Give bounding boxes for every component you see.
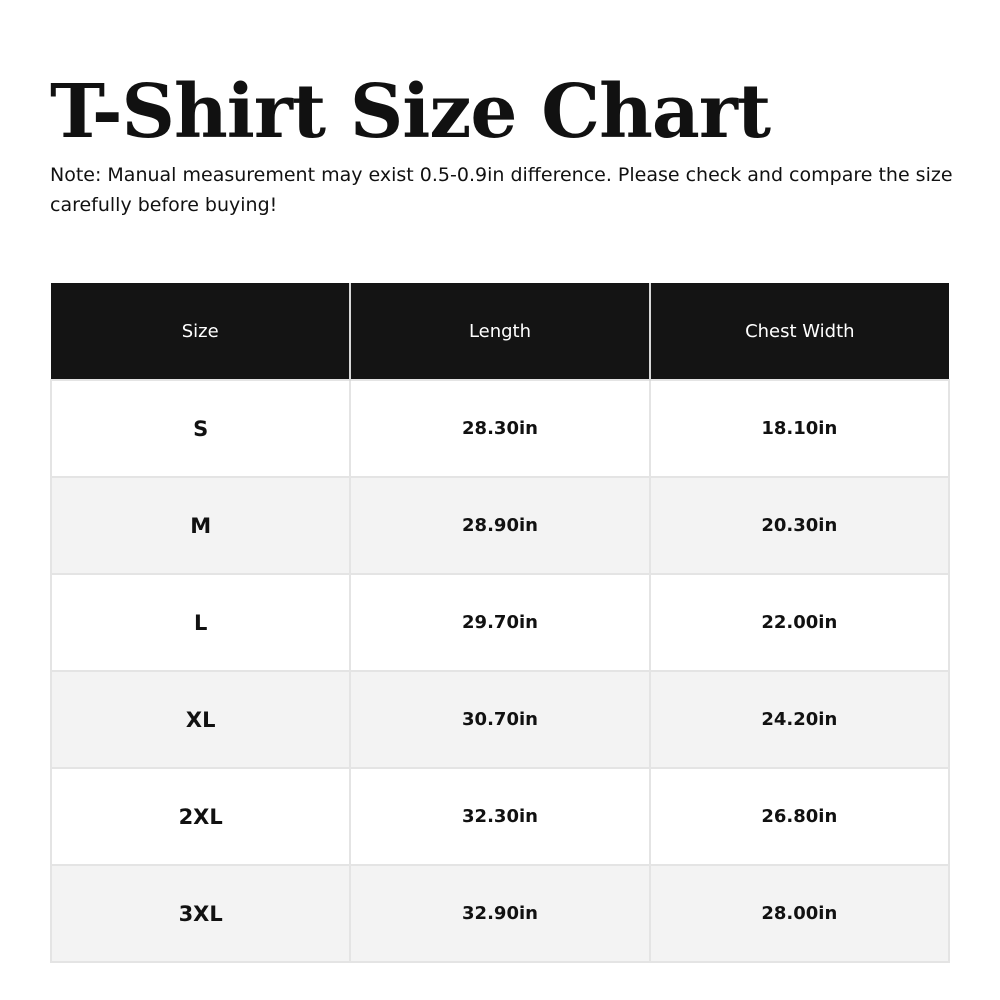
header-chest-width: Chest Width <box>648 283 949 380</box>
cell-length: 32.30in <box>349 767 651 866</box>
cell-chest-width: 28.00in <box>648 864 951 963</box>
table-row: XL 30.70in 24.20in <box>49 670 951 769</box>
cell-length: 28.90in <box>349 476 651 575</box>
cell-size: S <box>49 379 352 478</box>
header-size: Size <box>51 283 351 380</box>
cell-chest-width: 24.20in <box>648 670 951 769</box>
table-row: 2XL 32.30in 26.80in <box>49 767 951 866</box>
cell-length: 29.70in <box>349 573 651 672</box>
table-row: 3XL 32.90in 28.00in <box>49 864 951 963</box>
cell-chest-width: 18.10in <box>648 379 951 478</box>
cell-chest-width: 26.80in <box>648 767 951 866</box>
table-header-row: Size Length Chest Width <box>51 283 949 380</box>
cell-chest-width: 22.00in <box>648 573 951 672</box>
cell-length: 32.90in <box>349 864 651 963</box>
header-length: Length <box>349 283 650 380</box>
cell-chest-width: 20.30in <box>648 476 951 575</box>
cell-size: 3XL <box>49 864 352 963</box>
table-row: M 28.90in 20.30in <box>49 476 951 575</box>
measurement-note: Note: Manual measurement may exist 0.5-0… <box>50 164 953 216</box>
size-chart-table: Size Length Chest Width S 28.30in 18.10in M… <box>49 283 951 963</box>
cell-size: M <box>49 476 352 575</box>
page-title: T-Shirt Size Chart <box>50 69 771 155</box>
cell-length: 30.70in <box>349 670 651 769</box>
cell-size: XL <box>49 670 352 769</box>
table-row: S 28.30in 18.10in <box>49 379 951 478</box>
cell-size: 2XL <box>49 767 352 866</box>
cell-size: L <box>49 573 352 672</box>
table-row: L 29.70in 22.00in <box>49 573 951 672</box>
cell-length: 28.30in <box>349 379 651 478</box>
